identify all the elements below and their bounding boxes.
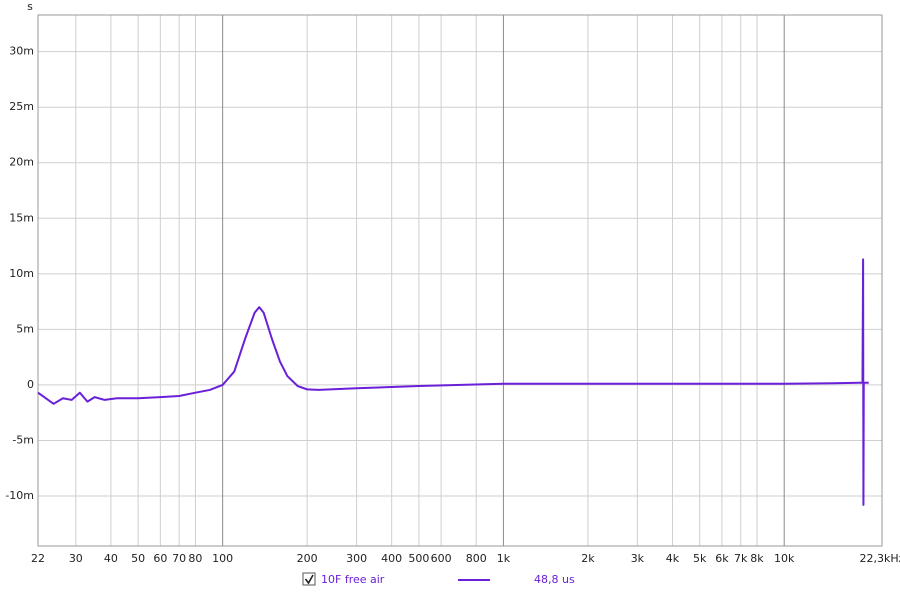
y-tick-label: -10m <box>5 489 34 502</box>
legend-entry: 10F free air <box>321 573 385 586</box>
y-axis-label: s <box>27 0 33 13</box>
y-tick-label: 10m <box>9 267 34 280</box>
data-line <box>37 258 869 506</box>
checkbox-tick <box>304 574 314 585</box>
x-tick-label: 8k <box>750 552 764 565</box>
x-tick-label: 200 <box>297 552 318 565</box>
x-tick-label: 22 <box>31 552 45 565</box>
plot-frame <box>37 14 883 547</box>
x-tick-label: 7k <box>734 552 748 565</box>
x-tick-label: 70 <box>172 552 186 565</box>
legend-value: 48,8 us <box>534 573 575 586</box>
x-tick-label: 80 <box>188 552 202 565</box>
x-tick-label: 3k <box>631 552 645 565</box>
x-tick-label: 600 <box>431 552 452 565</box>
y-tick-label: 5m <box>16 322 34 335</box>
x-tick-label: 100 <box>212 552 233 565</box>
x-tick-label: 10k <box>774 552 795 565</box>
x-tick-label: 60 <box>153 552 167 565</box>
x-tick-label: 400 <box>381 552 402 565</box>
x-tick-label: 800 <box>466 552 487 565</box>
y-tick-label: 15m <box>9 211 34 224</box>
y-tick-label: 20m <box>9 156 34 169</box>
x-tick-label: 50 <box>131 552 145 565</box>
x-tick-label: 40 <box>104 552 118 565</box>
x-tick-label: 22,3kHz <box>860 552 900 565</box>
x-tick-label: 2k <box>581 552 595 565</box>
x-tick-label: 6k <box>715 552 729 565</box>
y-tick-label: 25m <box>9 100 34 113</box>
x-tick-label: 300 <box>346 552 367 565</box>
x-tick-label: 5k <box>693 552 707 565</box>
y-tick-label: -5m <box>12 433 34 446</box>
x-tick-label: 500 <box>408 552 429 565</box>
x-tick-label: 30 <box>69 552 83 565</box>
x-tick-label: 1k <box>497 552 511 565</box>
y-tick-label: 0 <box>27 378 34 391</box>
y-tick-label: 30m <box>9 45 34 58</box>
x-tick-label: 4k <box>666 552 680 565</box>
